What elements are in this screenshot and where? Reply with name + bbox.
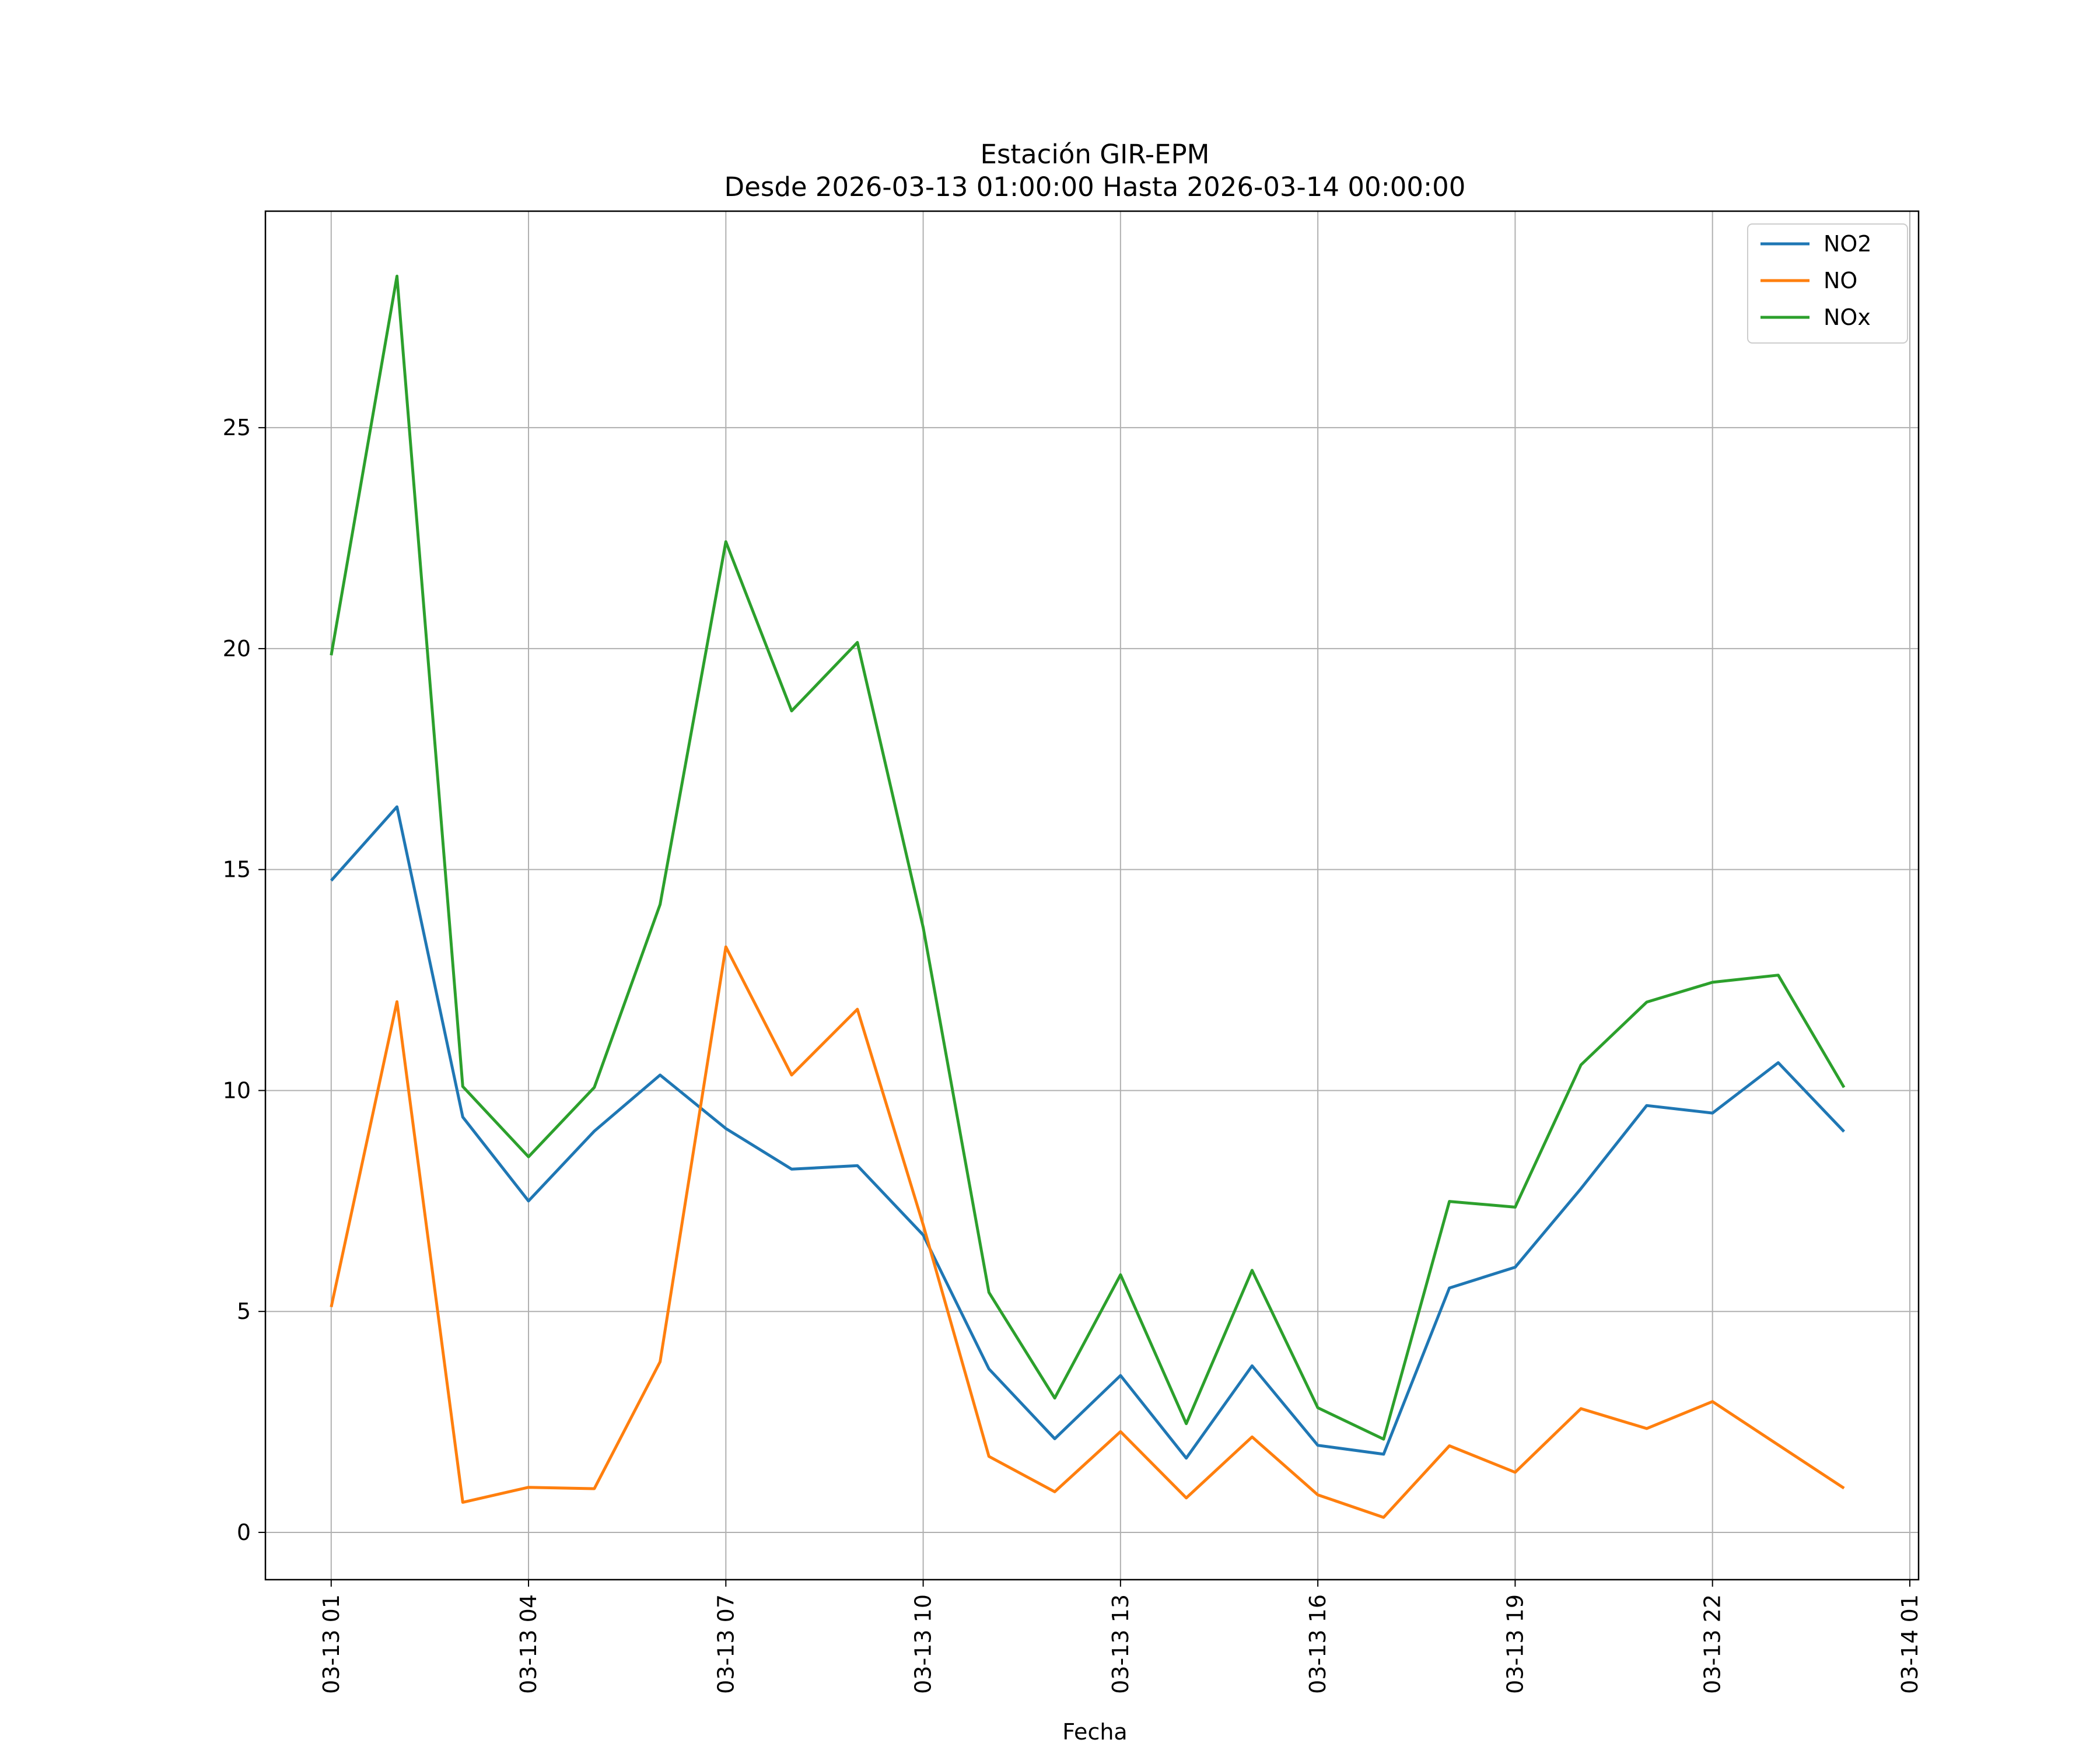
y-tick-label: 10 (223, 1077, 251, 1103)
x-tick-label: 03-13 19 (1502, 1594, 1528, 1694)
x-tick-label: 03-13 13 (1108, 1594, 1133, 1694)
ticks-layer: 03-13 01 03-13 04 03-13 07 03-13 10 03-13 13… (223, 415, 1923, 1694)
y-tick-label: 0 (237, 1520, 251, 1545)
grid-layer (265, 211, 1919, 1580)
x-tick-label: 03-13 01 (318, 1594, 344, 1694)
y-tick-label: 25 (223, 415, 251, 440)
series-line-no (330, 945, 1845, 1519)
x-tick-label: 03-13 10 (911, 1594, 936, 1694)
x-tick-label: 03-13 04 (516, 1594, 541, 1694)
legend-label-no: NO (1824, 268, 1857, 293)
x-tick-label: 03-13 22 (1700, 1594, 1726, 1694)
plot-frame (264, 210, 1920, 1581)
x-tick-label: 03-14 01 (1897, 1594, 1923, 1694)
x-axis-label: Fecha (1062, 1719, 1127, 1745)
legend-box (1747, 223, 1908, 344)
chart-title: Estación GIR-EPM (981, 139, 1210, 170)
chart-subtitle: Desde 2026-03-13 01:00:00 Hasta 2026-03-… (724, 172, 1466, 202)
series-line-nox (330, 274, 1846, 1441)
series-layer (330, 274, 1846, 1519)
legend-label-nox: NOx (1824, 304, 1871, 330)
x-tick-label: 03-13 07 (713, 1594, 738, 1694)
x-tick-label: 03-13 16 (1305, 1594, 1331, 1694)
y-tick-label: 5 (237, 1298, 251, 1324)
y-tick-label: 15 (223, 857, 251, 883)
y-tick-label: 20 (223, 636, 251, 662)
series-line-no2 (330, 805, 1846, 1460)
legend-label-no2: NO2 (1824, 231, 1872, 257)
legend: NO2 NO NOx (1747, 223, 1908, 344)
